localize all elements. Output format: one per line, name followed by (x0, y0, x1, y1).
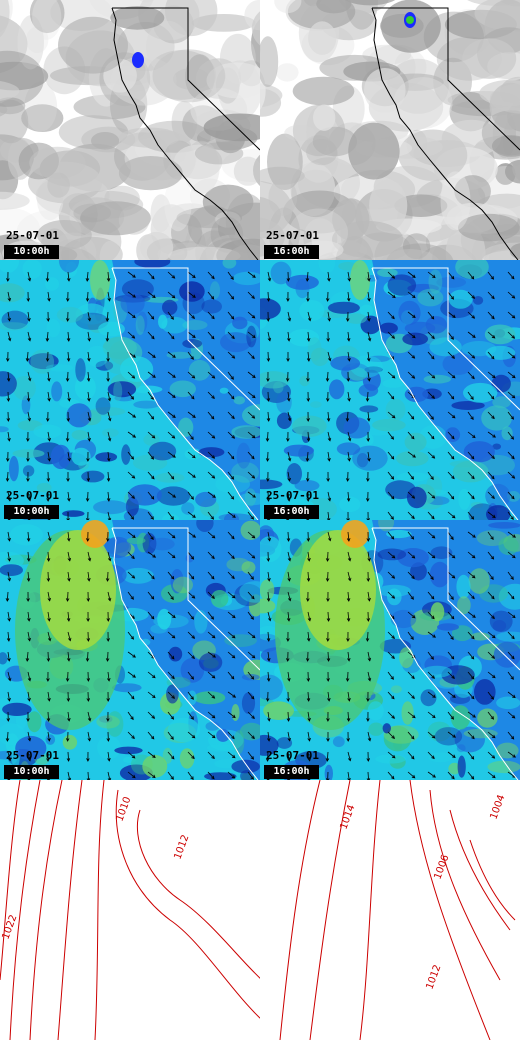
wind-map (0, 260, 260, 520)
gust-panel-1600: 25-07-01 16:00h (260, 520, 520, 780)
date-label: 25-07-01 (6, 489, 59, 502)
pressure-panel-1000: 1022 1010 1012 (0, 780, 260, 1040)
gust-map (260, 520, 520, 780)
time-label: 16:00h (264, 505, 319, 519)
time-label: 10:00h (4, 765, 59, 779)
time-label: 10:00h (4, 245, 59, 259)
time-label: 16:00h (264, 245, 319, 259)
date-label: 25-07-01 (266, 489, 319, 502)
cloud-map (260, 0, 520, 260)
gust-panel-1000: 25-07-01 10:00h (0, 520, 260, 780)
wind-panel-1000: 25-07-01 10:00h (0, 260, 260, 520)
wind-map (260, 260, 520, 520)
date-label: 25-07-01 (6, 229, 59, 242)
pressure-panel-1600: 1014 1006 1004 1012 (260, 780, 520, 1040)
time-label: 10:00h (4, 505, 59, 519)
gust-map (0, 520, 260, 780)
date-label: 25-07-01 (266, 229, 319, 242)
wind-panel-1600: 25-07-01 16:00h (260, 260, 520, 520)
time-label: 16:00h (264, 765, 319, 779)
cloud-panel-1600: 25-07-01 16:00h (260, 0, 520, 260)
date-label: 25-07-01 (6, 749, 59, 762)
cloud-panel-1000: 25-07-01 10:00h (0, 0, 260, 260)
cloud-map (0, 0, 260, 260)
date-label: 25-07-01 (266, 749, 319, 762)
